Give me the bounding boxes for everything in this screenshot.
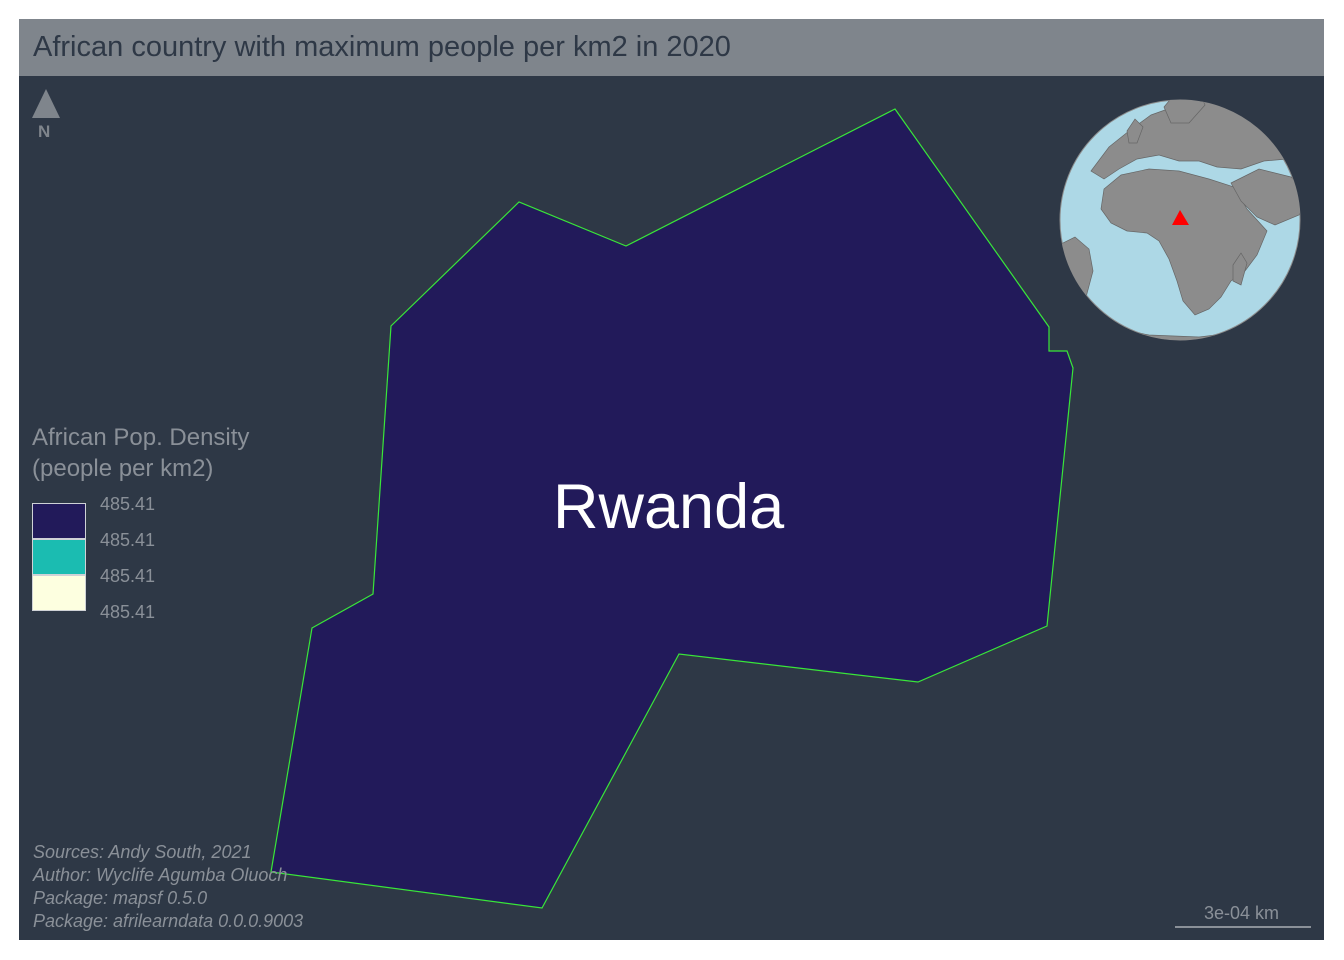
globe-land-britain <box>1126 118 1144 144</box>
inset-globe <box>1059 99 1301 341</box>
credits: Sources: Andy South, 2021 Author: Wyclif… <box>33 841 303 933</box>
legend-title-line1: African Pop. Density <box>32 424 250 451</box>
scale-bar-label: 3e-04 km <box>1204 903 1280 923</box>
globe-land-africa <box>1100 168 1268 316</box>
north-arrow-icon <box>32 89 60 118</box>
legend-label-3: 485.41 <box>100 566 156 586</box>
legend-swatch-3 <box>32 575 86 611</box>
credits-line-2: Author: Wyclife Agumba Oluoch <box>33 865 288 885</box>
globe-land-arabia <box>1230 168 1300 226</box>
legend-label-1: 485.41 <box>100 494 156 514</box>
map-frame: African country with maximum people per … <box>19 19 1324 940</box>
rwanda-shape[interactable] <box>270 108 1074 909</box>
map-title: African country with maximum people per … <box>33 31 731 63</box>
legend-title-line2: (people per km2) <box>32 455 214 482</box>
credits-line-3: Package: mapsf 0.5.0 <box>33 888 208 908</box>
legend-label-4: 485.41 <box>100 602 156 622</box>
credits-line-4: Package: afrilearndata 0.0.0.9003 <box>33 911 304 931</box>
north-label: N <box>38 122 51 141</box>
location-triangle-icon <box>1172 210 1189 225</box>
legend-label-2: 485.41 <box>100 530 156 550</box>
country-label: Rwanda <box>553 472 785 542</box>
legend-swatch-1 <box>32 503 86 539</box>
legend-title: African Pop. Density (people per km2) <box>32 422 249 484</box>
credits-line-1: Sources: Andy South, 2021 <box>33 842 252 862</box>
legend-swatch-2 <box>32 539 86 575</box>
map-canvas <box>32 89 1311 928</box>
globe-land-south-america <box>1060 236 1094 320</box>
globe-land-scandinavia <box>1163 100 1206 124</box>
title-bar: African country with maximum people per … <box>19 19 1324 76</box>
globe-land-madagascar <box>1232 252 1248 286</box>
